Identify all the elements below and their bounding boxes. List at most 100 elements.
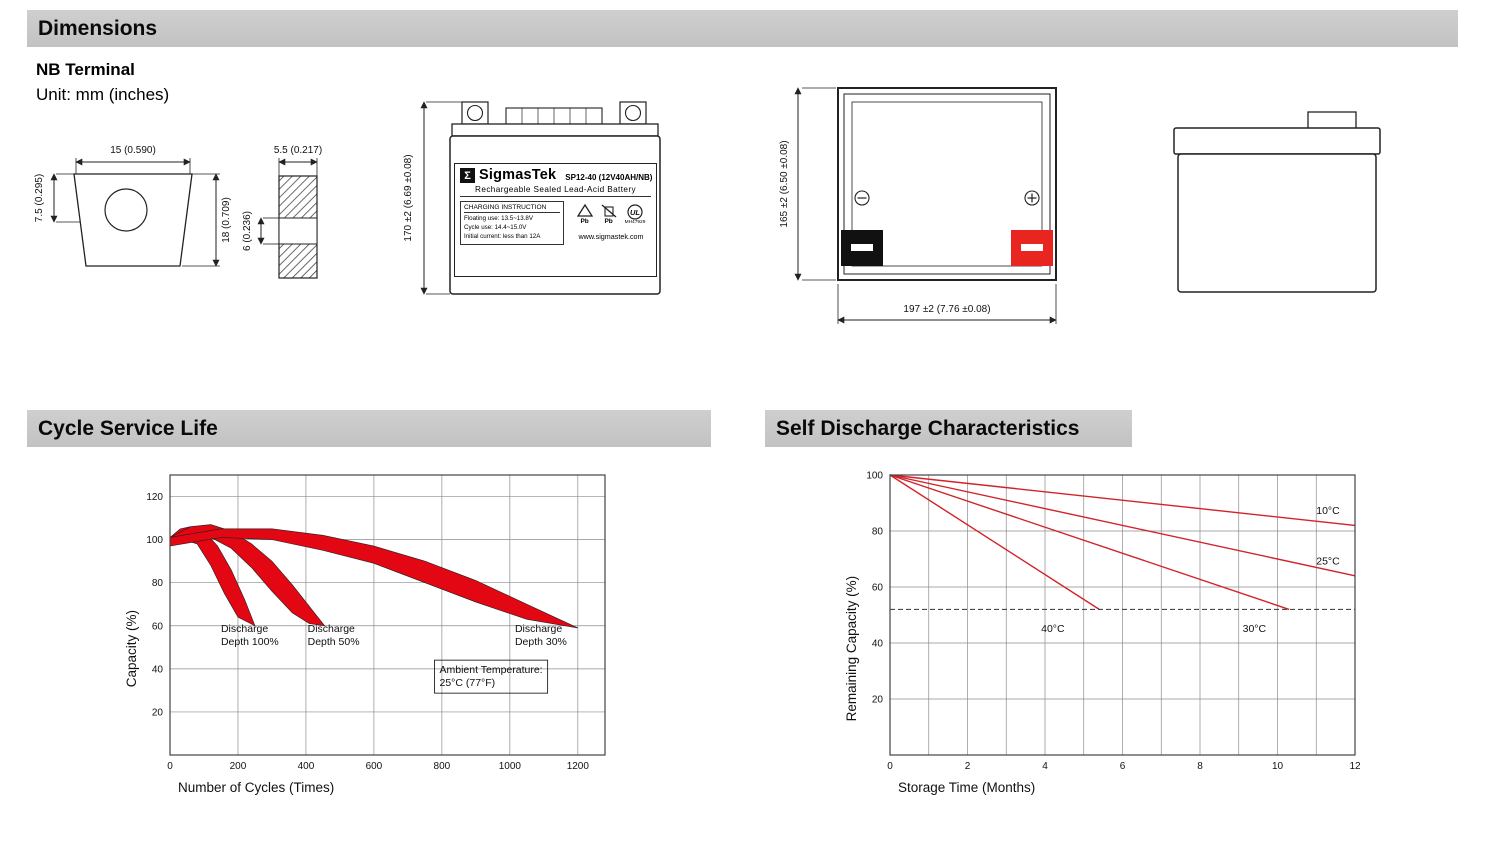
terminal-side-shape [278, 175, 318, 279]
top-width-dim: 197 ±2 (7.76 ±0.08) [903, 304, 990, 315]
battery-side-view-drawing [1173, 111, 1381, 293]
model-number: SP12-40 (12V40AH/NB) [565, 173, 653, 182]
front-view-dimension: 170 ±2 (6.69 ±0.08) [403, 101, 464, 295]
svg-text:0: 0 [167, 761, 173, 772]
charging-line-floating: Floating use: 13.5~13.8V [464, 215, 533, 222]
battery-top-view-drawing: 165 ±2 (6.50 ±0.08) 197 ±2 (7.76 ±0.08) [779, 87, 1057, 324]
svg-text:Capacity (%): Capacity (%) [124, 610, 139, 687]
self-discharge-title: Self Discharge Characteristics [776, 416, 1080, 440]
svg-text:Depth 50%: Depth 50% [308, 636, 360, 648]
svg-text:10°C: 10°C [1316, 505, 1340, 517]
terminal-slot-dim: 6 (0.236) [242, 211, 253, 251]
svg-text:60: 60 [152, 621, 164, 632]
terminal-upper-height-dim: 7.5 (0.295) [34, 174, 45, 222]
svg-text:800: 800 [434, 761, 451, 772]
terminal-type-block: NB Terminal Unit: mm (inches) [36, 60, 169, 105]
svg-text:60: 60 [872, 583, 884, 594]
svg-text:1000: 1000 [499, 761, 522, 772]
cycle-service-life-section-header: Cycle Service Life [27, 410, 711, 447]
brand-name: SigmasTek [479, 167, 557, 183]
dimensions-section-header: Dimensions [27, 10, 1458, 47]
svg-text:80: 80 [872, 527, 884, 538]
terminal-side-dimensions: 6 (0.236) [242, 158, 318, 251]
battery-label: Σ SigmasTek SP12-40 (12V40AH/NB) Recharg… [454, 163, 657, 277]
top-view-dimensions: 165 ±2 (6.50 ±0.08) 197 ±2 (7.76 ±0.08) [779, 87, 1057, 324]
svg-text:4: 4 [1042, 761, 1048, 772]
side-body [1177, 153, 1377, 293]
label-icons: Pb Pb UL MH47929 [571, 201, 651, 245]
negative-terminal-mark [854, 190, 870, 206]
svg-text:Remaining Capacity (%): Remaining Capacity (%) [844, 576, 859, 722]
terminal-type-label: NB Terminal [36, 60, 135, 79]
svg-text:20: 20 [152, 707, 164, 718]
battery-lid [451, 123, 659, 137]
charging-line-initial: Initial current: less than 12A [464, 232, 541, 240]
svg-text:200: 200 [230, 761, 247, 772]
side-view-shape [1173, 111, 1381, 293]
sigmastek-logo-icon: Σ [460, 168, 475, 183]
svg-text:Depth 100%: Depth 100% [221, 636, 279, 648]
svg-text:0: 0 [887, 761, 893, 772]
svg-text:40: 40 [152, 664, 164, 675]
cycle-service-life-title: Cycle Service Life [38, 416, 218, 440]
label-header: Σ SigmasTek SP12-40 (12V40AH/NB) [460, 167, 653, 183]
ul-text: UL [630, 208, 640, 217]
svg-text:25°C (77°F): 25°C (77°F) [439, 677, 495, 689]
recycle-pb-icon: Pb [576, 203, 593, 225]
terminal-front-dimensions: 15 (0.590) 7.5 (0.295) 18 (0.709) [34, 145, 232, 267]
dimensions-title: Dimensions [38, 16, 158, 40]
pb-label: Pb [604, 218, 613, 225]
positive-terminal-block [1011, 230, 1053, 266]
ul-code: MH47929 [624, 220, 646, 225]
svg-text:Discharge: Discharge [221, 623, 268, 635]
charging-line-cycle: Cycle use: 14.4~15.0V [464, 223, 527, 231]
svg-text:Discharge: Discharge [308, 623, 355, 635]
charging-instruction-box: CHARGING INSTRUCTION Floating use: 13.5~… [460, 201, 564, 245]
svg-text:2: 2 [965, 761, 971, 772]
terminal-front-shape [73, 173, 193, 267]
svg-text:600: 600 [366, 761, 383, 772]
no-trash-pb-icon: Pb [601, 204, 617, 225]
side-lid [1173, 127, 1381, 155]
svg-text:30°C: 30°C [1243, 623, 1267, 635]
terminal-front-view-drawing: 15 (0.590) 7.5 (0.295) 18 (0.709) [34, 145, 232, 267]
svg-text:40: 40 [872, 639, 884, 650]
svg-text:8: 8 [1197, 761, 1203, 772]
svg-text:12: 12 [1349, 761, 1361, 772]
pb-label: Pb [580, 218, 589, 225]
svg-text:1200: 1200 [567, 761, 590, 772]
terminal-side-view-drawing: 5.5 (0.217) 6 (0.236) [242, 145, 322, 279]
svg-text:10: 10 [1272, 761, 1284, 772]
terminal-side-width-dim: 5.5 (0.217) [274, 145, 322, 156]
svg-text:40°C: 40°C [1041, 623, 1065, 635]
svg-text:Number of Cycles (Times): Number of Cycles (Times) [178, 780, 334, 795]
svg-text:Ambient Temperature:: Ambient Temperature: [439, 664, 542, 676]
svg-text:Storage Time (Months): Storage Time (Months) [898, 780, 1035, 795]
terminal-width-dim: 15 (0.590) [110, 145, 156, 156]
svg-text:100: 100 [866, 471, 883, 482]
svg-text:400: 400 [298, 761, 315, 772]
svg-text:80: 80 [152, 578, 164, 589]
top-height-dim: 165 ±2 (6.50 ±0.08) [779, 140, 790, 227]
front-height-dim: 170 ±2 (6.69 ±0.08) [403, 154, 414, 241]
ul-certification-icon: UL MH47929 [624, 204, 646, 225]
positive-terminal-mark [1024, 190, 1040, 206]
svg-text:Discharge: Discharge [515, 623, 562, 635]
charging-title: CHARGING INSTRUCTION [464, 204, 560, 213]
svg-text:100: 100 [146, 535, 163, 546]
svg-text:120: 120 [146, 492, 163, 503]
top-view-shape [837, 87, 1057, 281]
svg-text:25°C: 25°C [1316, 556, 1340, 568]
terminal-height-dim: 18 (0.709) [221, 197, 232, 243]
cycle-service-life-chart: 0 200 400 600 800 1000 1200 20 40 60 80 100 120 Numbe… [124, 474, 606, 795]
battery-subtitle: Rechargeable Sealed Lead-Acid Battery [460, 185, 651, 197]
website-url: www.sigmastek.com [578, 232, 644, 242]
svg-text:Depth 30%: Depth 30% [515, 636, 567, 648]
terminal-hole [104, 188, 148, 232]
unit-label: Unit: mm (inches) [36, 85, 170, 104]
svg-text:20: 20 [872, 695, 884, 706]
svg-text:6: 6 [1120, 761, 1126, 772]
negative-terminal-block [841, 230, 883, 266]
self-discharge-section-header: Self Discharge Characteristics [765, 410, 1132, 447]
self-discharge-chart: 0 2 4 6 8 10 12 20 40 60 80 100 Storage Time (Months… [844, 471, 1361, 796]
